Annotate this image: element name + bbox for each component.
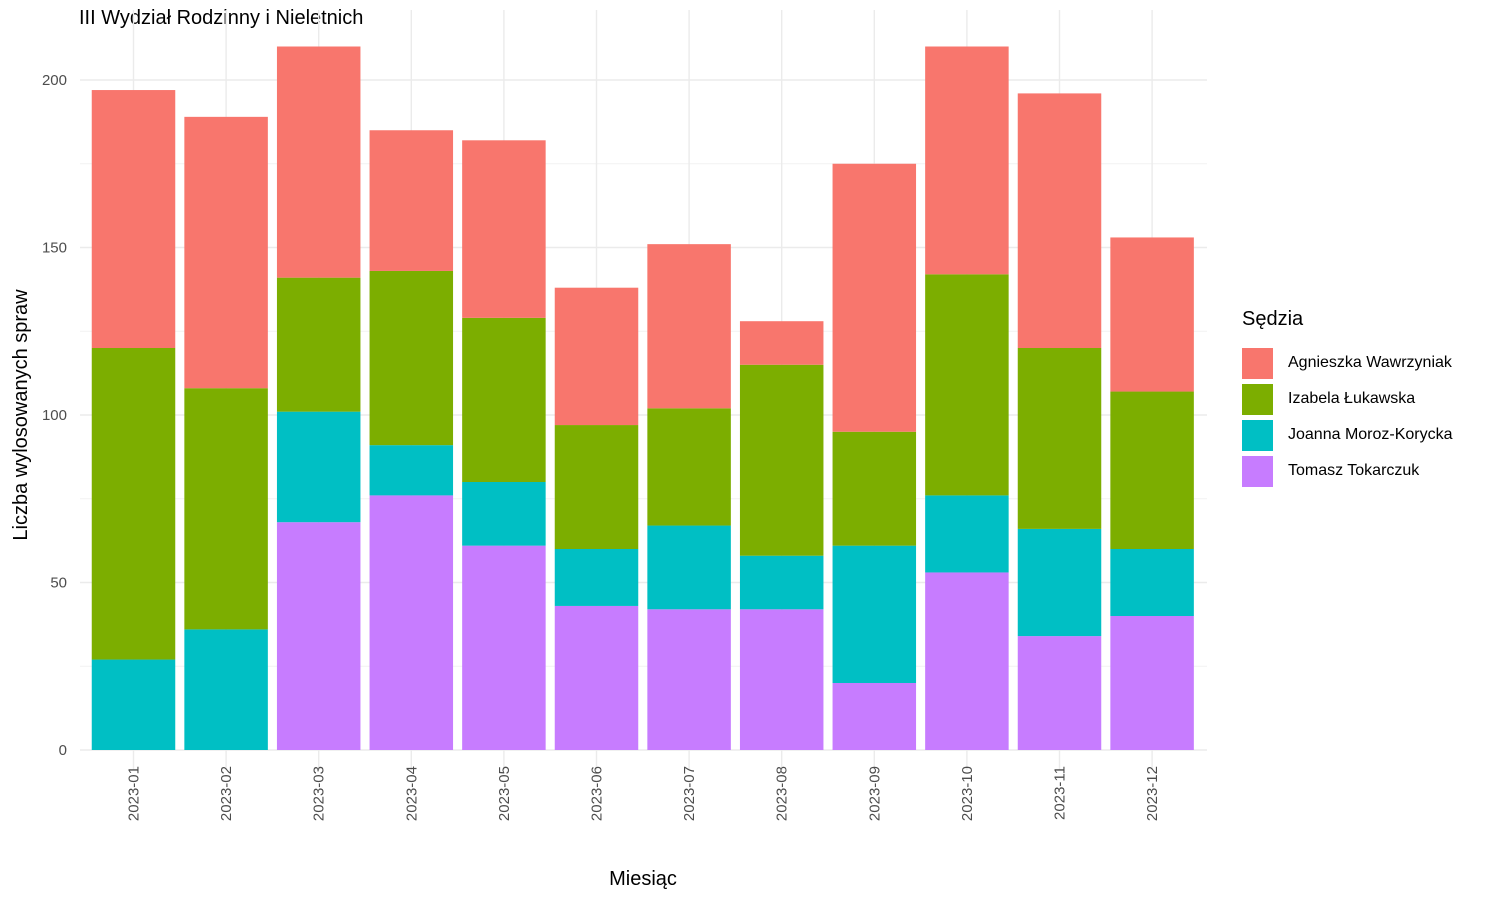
bar-segment-2023-10-joanna-moroz-korycka — [925, 495, 1009, 573]
legend-key — [1241, 346, 1274, 380]
bar-segment-2023-09-agnieszka-wawrzyniak — [832, 163, 917, 432]
y-tick-label: 150 — [42, 240, 67, 257]
bar-segment-2023-04-tomasz-tokarczuk — [369, 495, 454, 750]
bar-segment-2023-05-izabela-łukawska — [462, 317, 546, 482]
legend-label: Joanna Moroz-Korycka — [1288, 426, 1453, 443]
x-tick-label: 2023-12 — [1144, 766, 1161, 821]
y-tick-label: 100 — [42, 407, 67, 424]
bar-segment-2023-06-agnieszka-wawrzyniak — [554, 287, 639, 426]
legend-title: Sędzia — [1242, 308, 1304, 330]
x-tick-label: 2023-11 — [1052, 766, 1069, 820]
bar-segment-2023-04-joanna-moroz-korycka — [369, 445, 454, 496]
bar-segment-2023-10-izabela-łukawska — [925, 274, 1009, 496]
x-tick-label: 2023-02 — [218, 766, 235, 821]
legend-label: Agnieszka Wawrzyniak — [1288, 354, 1452, 371]
bar-segment-2023-10-tomasz-tokarczuk — [925, 572, 1009, 750]
bar-segment-2023-11-agnieszka-wawrzyniak — [1017, 93, 1102, 349]
bar-segment-2023-11-tomasz-tokarczuk — [1017, 636, 1102, 750]
x-tick-label: 2023-10 — [959, 766, 976, 821]
bar-segment-2023-12-agnieszka-wawrzyniak — [1110, 237, 1194, 392]
bar-segment-2023-09-izabela-łukawska — [832, 431, 917, 546]
bar-segment-2023-11-joanna-moroz-korycka — [1017, 528, 1102, 637]
bar-segment-2023-05-tomasz-tokarczuk — [462, 545, 546, 750]
legend-item: Izabela Łukawska — [1241, 381, 1453, 417]
bar-segment-2023-01-izabela-łukawska — [91, 348, 176, 660]
legend-key — [1241, 418, 1274, 452]
y-axis-title: Liczba wylosowanych spraw — [10, 289, 32, 541]
bar-segment-2023-03-joanna-moroz-korycka — [276, 411, 361, 523]
bar-segment-2023-05-joanna-moroz-korycka — [462, 482, 546, 546]
bar-segment-2023-08-tomasz-tokarczuk — [739, 609, 824, 750]
x-axis-title: Miesiąc — [609, 868, 677, 890]
y-tick-label: 0 — [59, 742, 67, 759]
bar-segment-2023-07-tomasz-tokarczuk — [647, 609, 731, 750]
x-tick-label: 2023-05 — [496, 766, 513, 821]
bar-segment-2023-12-izabela-łukawska — [1110, 391, 1194, 549]
x-tick-label: 2023-01 — [126, 766, 143, 821]
legend: Sędzia Agnieszka Wawrzyniak Izabela Łukaw… — [1241, 308, 1453, 489]
legend-key — [1241, 382, 1274, 416]
bar-segment-2023-02-agnieszka-wawrzyniak — [184, 116, 268, 389]
y-tick-label: 200 — [42, 72, 67, 89]
legend-label: Tomasz Tokarczuk — [1288, 462, 1420, 479]
bar-segment-2023-07-agnieszka-wawrzyniak — [647, 244, 731, 409]
bar-segment-2023-11-izabela-łukawska — [1017, 348, 1102, 529]
bar-segment-2023-02-izabela-łukawska — [184, 388, 268, 630]
y-tick-label: 50 — [50, 575, 67, 592]
x-tick-label: 2023-03 — [311, 766, 328, 821]
bar-segment-2023-04-izabela-łukawska — [369, 270, 454, 446]
legend-item: Joanna Moroz-Korycka — [1241, 417, 1453, 453]
bar-segment-2023-07-izabela-łukawska — [647, 408, 731, 526]
bar-segment-2023-03-izabela-łukawska — [276, 277, 361, 412]
bar-segment-2023-08-agnieszka-wawrzyniak — [739, 321, 824, 365]
bar-segment-2023-12-tomasz-tokarczuk — [1110, 616, 1194, 750]
bar-segment-2023-09-tomasz-tokarczuk — [832, 683, 917, 750]
x-tick-label: 2023-09 — [866, 766, 883, 821]
legend-item: Tomasz Tokarczuk — [1241, 453, 1453, 489]
legend-key — [1241, 454, 1274, 488]
legend-item: Agnieszka Wawrzyniak — [1241, 345, 1453, 381]
bar-segment-2023-02-joanna-moroz-korycka — [184, 629, 268, 750]
bar-segment-2023-03-tomasz-tokarczuk — [276, 522, 361, 750]
chart-title: III Wydział Rodzinny i Nieletnich — [79, 7, 364, 29]
x-tick-label: 2023-07 — [681, 766, 698, 821]
bar-segment-2023-04-agnieszka-wawrzyniak — [369, 130, 454, 271]
bar-segment-2023-01-agnieszka-wawrzyniak — [91, 90, 176, 349]
x-tick-label: 2023-06 — [589, 766, 606, 821]
x-tick-label: 2023-08 — [774, 766, 791, 821]
bar-segment-2023-08-joanna-moroz-korycka — [739, 555, 824, 610]
bar-segment-2023-06-tomasz-tokarczuk — [554, 605, 639, 750]
bar-segment-2023-05-agnieszka-wawrzyniak — [462, 140, 546, 318]
bar-segment-2023-01-joanna-moroz-korycka — [91, 659, 176, 750]
bar-segment-2023-10-agnieszka-wawrzyniak — [925, 46, 1009, 275]
bar-segment-2023-08-izabela-łukawska — [739, 364, 824, 556]
x-tick-label: 2023-04 — [403, 766, 420, 821]
bar-segment-2023-12-joanna-moroz-korycka — [1110, 549, 1194, 616]
bar-segment-2023-07-joanna-moroz-korycka — [647, 525, 731, 610]
bar-segment-2023-03-agnieszka-wawrzyniak — [276, 46, 361, 278]
legend-label: Izabela Łukawska — [1288, 390, 1416, 407]
bar-segment-2023-06-joanna-moroz-korycka — [554, 549, 639, 606]
bar-segment-2023-06-izabela-łukawska — [554, 425, 639, 549]
bar-segment-2023-09-joanna-moroz-korycka — [832, 545, 917, 683]
